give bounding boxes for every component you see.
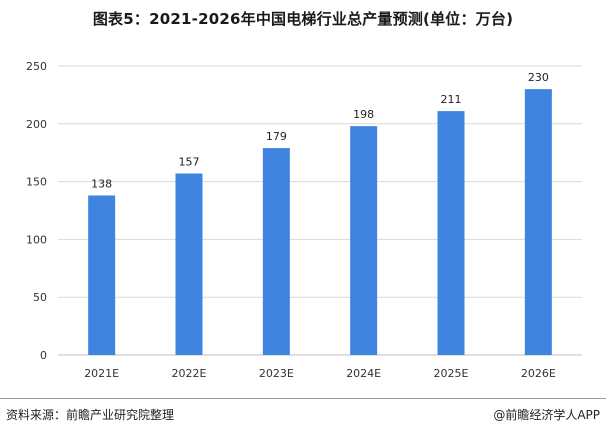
bar-value-label: 179 — [266, 130, 287, 143]
y-tick-label: 200 — [26, 118, 47, 131]
data-labels: 138 157 179 198 211 230 — [91, 71, 549, 190]
bar — [437, 111, 465, 355]
y-tick-label: 250 — [26, 60, 47, 73]
bar-value-label: 157 — [179, 156, 200, 169]
x-axis-ticks: 2021E 2022E 2023E 2024E 2025E 2026E — [84, 367, 556, 380]
bar — [175, 173, 203, 355]
y-tick-label: 0 — [40, 349, 47, 362]
source-note: 资料来源：前瞻产业研究院整理 — [6, 408, 175, 422]
footer-divider — [0, 398, 606, 399]
bar-value-label: 198 — [353, 108, 374, 121]
x-tick-label: 2024E — [346, 367, 381, 380]
x-tick-label: 2026E — [521, 367, 556, 380]
bar-value-label: 138 — [91, 177, 112, 190]
bars — [88, 89, 552, 356]
brand-credit: @前瞻经济学人APP — [493, 408, 600, 422]
y-axis-ticks: 0 50 100 150 200 250 — [26, 60, 47, 362]
y-tick-label: 100 — [26, 233, 47, 246]
x-tick-label: 2023E — [259, 367, 294, 380]
y-tick-label: 150 — [26, 176, 47, 189]
y-tick-label: 50 — [33, 291, 47, 304]
x-tick-label: 2021E — [84, 367, 119, 380]
bar — [350, 126, 378, 355]
bar — [262, 148, 290, 355]
bar-value-label: 211 — [441, 93, 462, 106]
bar — [88, 195, 116, 355]
chart-title: 图表5：2021-2026年中国电梯行业总产量预测(单位：万台) — [92, 10, 514, 28]
bar-chart: 0 50 100 150 200 250 138 157 179 198 211 230 2021E… — [26, 60, 582, 380]
x-tick-label: 2025E — [434, 367, 469, 380]
grid-lines — [58, 65, 582, 356]
bar — [524, 89, 552, 356]
bar-value-label: 230 — [528, 71, 549, 84]
x-tick-label: 2022E — [172, 367, 207, 380]
